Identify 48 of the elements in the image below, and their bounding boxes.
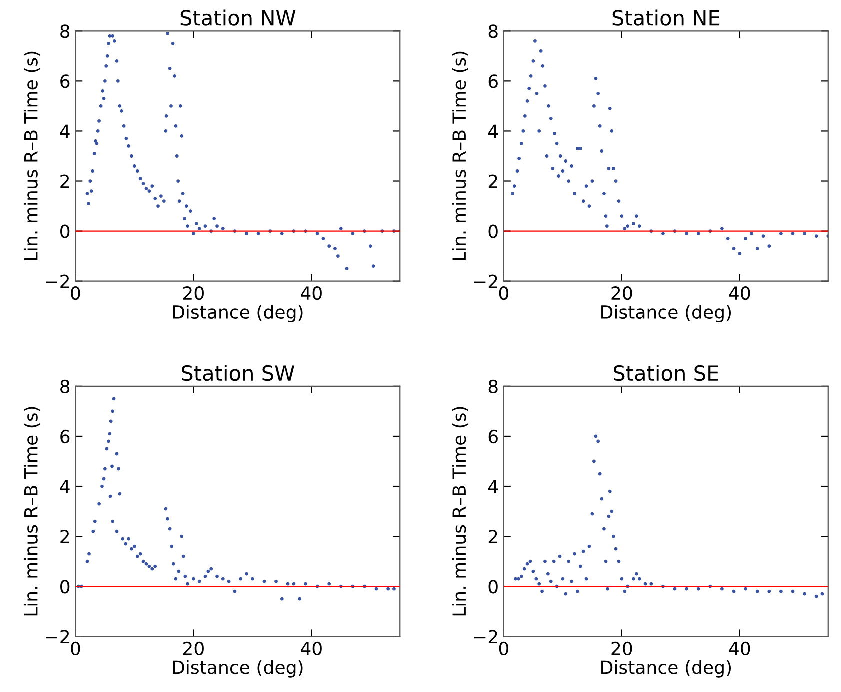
x-tick-label: 20 xyxy=(184,642,204,656)
y-tick-label: 4 xyxy=(488,124,498,138)
y-tick-label: −2 xyxy=(474,274,498,288)
y-tick-label: 2 xyxy=(60,174,70,188)
y-tick-label: 8 xyxy=(60,24,70,38)
x-tick-label: 0 xyxy=(71,286,80,300)
x-axis-title: Distance (deg) xyxy=(173,305,303,323)
x-tick-label: 0 xyxy=(499,286,508,300)
x-tick-label: 20 xyxy=(184,286,204,300)
y-tick-label: 2 xyxy=(60,530,70,544)
x-tick-label: 0 xyxy=(71,642,80,656)
chart-title: Station NE xyxy=(612,10,720,26)
y-axis-title: Lin. minus R–B Time (s) xyxy=(452,407,468,616)
x-axis-title: Distance (deg) xyxy=(602,660,732,678)
y-tick-label: −2 xyxy=(46,630,70,644)
x-tick-label: 40 xyxy=(301,286,322,300)
y-tick-label: 6 xyxy=(488,74,498,88)
x-tick-label: 40 xyxy=(729,286,750,300)
y-tick-label: 6 xyxy=(488,430,498,444)
chart-title: Station SE xyxy=(614,365,718,382)
x-axis-title: Distance (deg) xyxy=(602,305,732,323)
y-tick-label: 6 xyxy=(60,430,70,444)
y-tick-label: 0 xyxy=(488,224,498,238)
chart-title: Station NW xyxy=(180,10,296,26)
y-axis-title: Lin. minus R–B Time (s) xyxy=(24,52,40,260)
x-tick-label: 20 xyxy=(612,286,632,300)
y-tick-label: 4 xyxy=(60,124,70,138)
chart-title: Station SW xyxy=(182,365,294,382)
x-tick-label: 40 xyxy=(301,642,322,656)
y-tick-label: 8 xyxy=(488,24,498,38)
y-axis-title: Lin. minus R–B Time (s) xyxy=(452,52,468,260)
y-tick-label: 0 xyxy=(60,580,70,594)
x-tick-label: 20 xyxy=(612,642,632,656)
y-tick-label: 8 xyxy=(488,380,498,394)
x-axis-title: Distance (deg) xyxy=(173,660,303,678)
y-axis-title: Lin. minus R–B Time (s) xyxy=(24,407,40,616)
y-tick-label: 4 xyxy=(60,480,70,494)
y-tick-label: 4 xyxy=(488,480,498,494)
y-tick-label: 0 xyxy=(60,224,70,238)
y-tick-label: −2 xyxy=(474,630,498,644)
x-tick-label: 0 xyxy=(499,642,508,656)
y-tick-label: −2 xyxy=(46,274,70,288)
y-tick-label: 6 xyxy=(60,74,70,88)
y-tick-label: 2 xyxy=(488,530,498,544)
y-tick-label: 0 xyxy=(488,580,498,594)
x-tick-label: 40 xyxy=(729,642,750,656)
y-tick-label: 2 xyxy=(488,174,498,188)
y-tick-label: 8 xyxy=(60,380,70,394)
